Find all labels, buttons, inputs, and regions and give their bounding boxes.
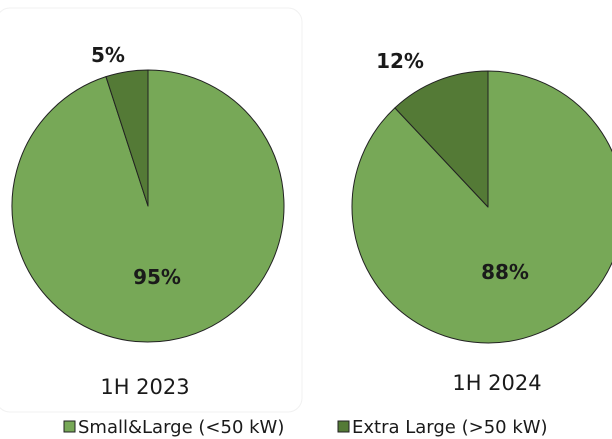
slice-extra-large [105,69,149,207]
caption-1h-2024: 1H 2024 [452,371,541,395]
label-extra-large-2023: 5% [91,43,125,67]
legend-label-small-large: Small&Large (<50 kW) [78,417,284,438]
label-small-large-2024: 88% [481,260,529,284]
slice-small-large [351,70,612,344]
label-extra-large-2024: 12% [376,49,424,73]
legend-swatch-extra-large [337,420,350,433]
legend-label-extra-large: Extra Large (>50 kW) [352,417,548,438]
slice-extra-large [394,70,489,208]
pie-chart-1h-2023 [11,69,285,343]
caption-1h-2023: 1H 2023 [100,375,189,399]
legend: Small&Large (<50 kW) Extra Large (>50 kW… [63,417,548,438]
pie-chart-1h-2024 [351,70,612,344]
label-small-large-2023: 95% [133,265,181,289]
panel-1h-2023: 5% 95% 1H 2023 [0,7,303,413]
panel-1h-2024: 12% 88% 1H 2024 [351,49,612,395]
legend-swatch-small-large [63,420,76,433]
